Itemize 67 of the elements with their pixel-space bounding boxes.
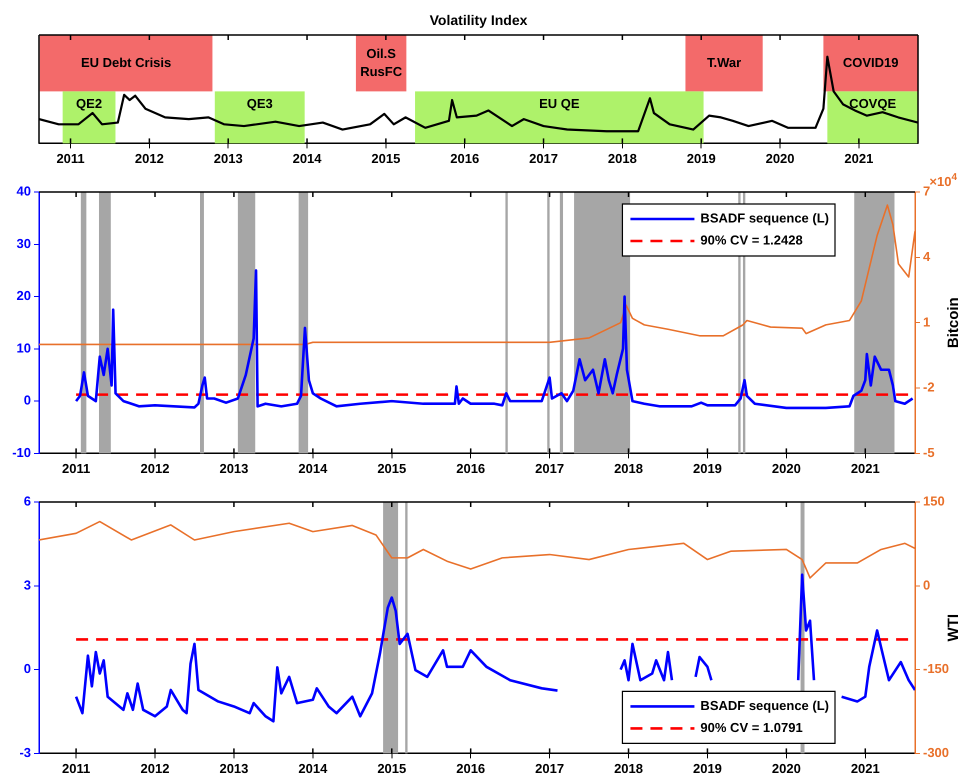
band-label: QE2 [76,96,102,111]
x-tick-label: 2017 [529,150,558,166]
y2-tick-label: 150 [923,494,945,509]
x-tick-label: 2013 [219,460,248,476]
y-tick-label: 30 [16,236,31,251]
x-tick-label: 2011 [62,760,90,776]
x-tick-label: 2018 [614,760,643,776]
legend-label: 90% CV = 1.2428 [700,232,803,248]
x-tick-label: 2016 [456,460,486,476]
y2-tick-label: 4 [923,248,931,264]
y2-tick-label: -150 [923,661,950,676]
x-tick-label: 2014 [292,150,322,166]
x-tick-label: 2021 [844,150,874,166]
legend-label: BSADF sequence (L) [700,210,830,226]
y2-axis-title: WTI [945,614,962,642]
y-tick-label: 0 [24,392,31,408]
x-tick-label: 2018 [608,150,637,166]
legend-label: 90% CV = 1.0791 [700,720,803,735]
x-tick-label: 2018 [614,460,643,476]
y2-axis-title: Bitcoin [945,297,962,348]
y-tick-label: 10 [16,340,31,356]
y-tick-label: 40 [16,184,31,199]
x-tick-label: 2011 [56,150,85,166]
y-tick-label: 3 [24,577,31,592]
band-label: T.War [706,54,742,70]
band-label: EU QE [539,96,580,111]
x-tick-label: 2021 [850,760,880,776]
y-tick-label: -3 [19,744,31,760]
band-label: COVID19 [842,54,899,70]
y2-tick-label: -300 [923,744,950,760]
x-tick-label: 2012 [140,460,170,476]
x-tick-label: 2013 [214,150,243,166]
legend-label: BSADF sequence (L) [700,698,830,713]
x-tick-label: 2015 [377,460,406,476]
x-tick-label: 2020 [772,760,801,776]
x-tick-label: 2020 [772,460,801,476]
x-tick-label: 2019 [692,760,722,776]
x-tick-label: 2012 [134,150,164,166]
y2-tick-label: 1 [923,314,930,330]
x-tick-label: 2019 [686,150,716,166]
band-label: EU Debt Crisis [80,54,172,70]
y-tick-label: 0 [24,661,31,676]
x-tick-label: 2015 [371,150,400,166]
band-label: Oil.S RusFC [360,46,403,79]
x-tick-label: 2014 [298,760,328,776]
x-tick-label: 2016 [450,150,480,166]
x-tick-label: 2015 [377,760,406,776]
x-tick-label: 2014 [298,460,328,476]
y-tick-label: 20 [16,288,31,304]
band-label: COVQE [849,96,896,111]
x-tick-label: 2017 [535,760,564,776]
y-tick-label: 6 [24,494,31,509]
y2-tick-label: 7 [923,184,930,199]
y2-tick-label: -5 [923,444,935,460]
x-tick-label: 2011 [62,460,90,476]
x-tick-label: 2013 [219,760,248,776]
chart-title: Volatility Index [430,12,528,28]
y2-tick-label: 0 [923,577,930,592]
x-tick-label: 2021 [850,460,880,476]
x-tick-label: 2017 [535,460,564,476]
y2-tick-label: -2 [923,380,935,395]
x-tick-label: 2016 [456,760,486,776]
x-tick-label: 2019 [692,460,722,476]
x-tick-label: 2020 [766,150,794,166]
y-tick-label: -10 [12,444,31,460]
band-label: QE3 [246,96,273,111]
x-tick-label: 2012 [140,760,170,776]
